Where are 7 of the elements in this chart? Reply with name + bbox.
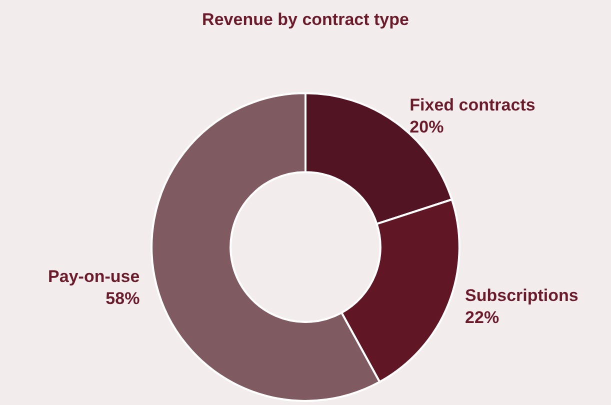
chart-title: Revenue by contract type xyxy=(202,10,409,29)
data-label: 20% xyxy=(410,118,444,137)
slice-label: Fixed contracts xyxy=(410,96,536,115)
slice-label: Pay-on-use xyxy=(48,266,140,286)
slice-label: Subscriptions xyxy=(465,286,578,306)
data-label: 22% xyxy=(465,308,500,328)
data-label: 58% xyxy=(106,288,140,308)
